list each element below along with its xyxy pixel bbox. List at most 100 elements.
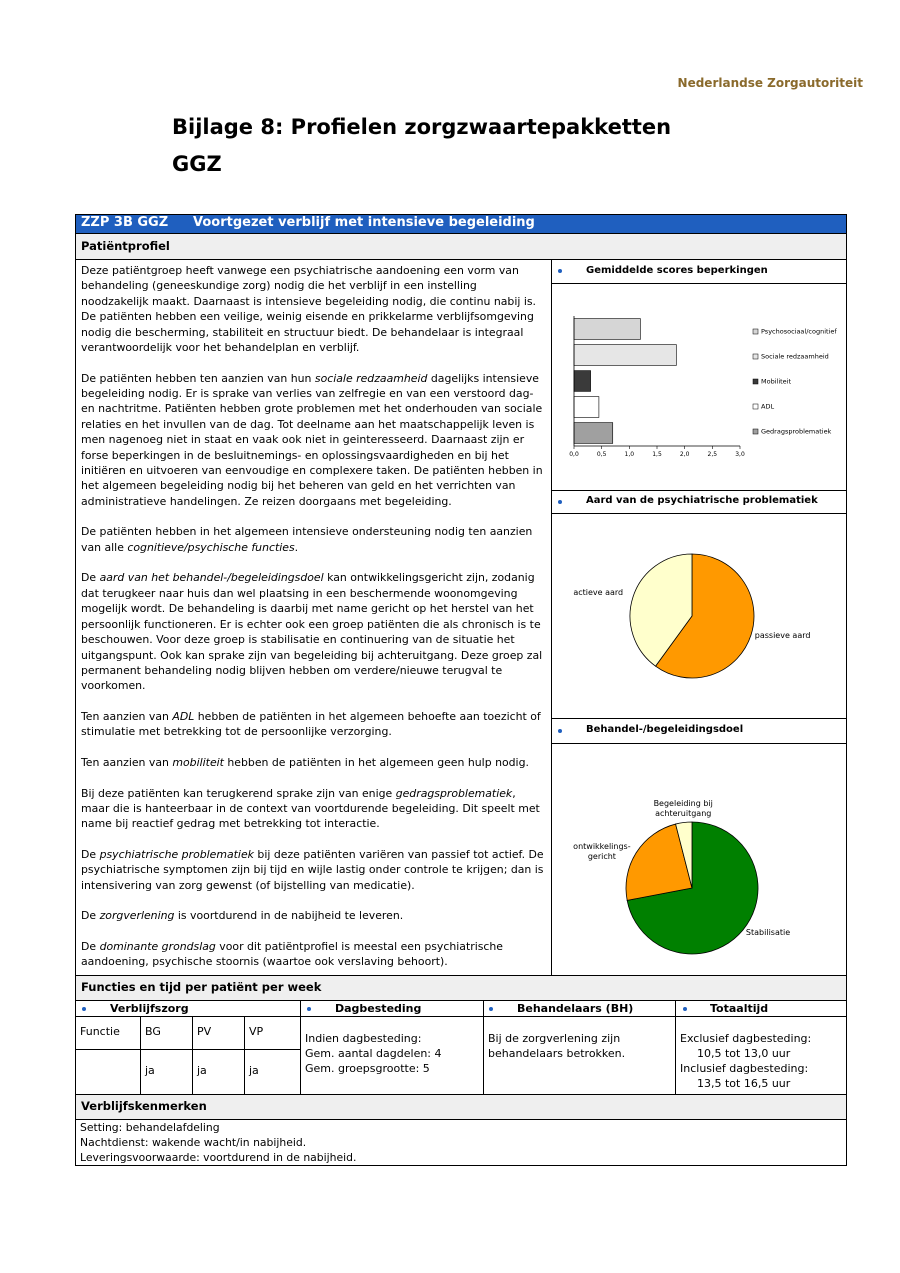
rule: [551, 743, 847, 744]
slice-label: ontwikkelings-gericht: [573, 842, 631, 862]
pie-slice: [654, 553, 755, 679]
rule: [75, 1094, 847, 1095]
pie-slice: [625, 823, 693, 901]
bar: [573, 318, 641, 340]
text-run: Deze patiëntgroep heeft vanwege een psyc…: [81, 264, 537, 355]
cell-line: Gem. aantal dagdelen: 4: [305, 1047, 442, 1060]
x-tick-label: 3,0: [735, 451, 745, 458]
text-run: Ten aanzien van: [81, 755, 173, 769]
bullet: [683, 1007, 687, 1011]
emphasis: mobiliteit: [172, 755, 224, 769]
paragraph: De psychiatrische problematiek bij deze …: [81, 847, 545, 893]
bullet: [558, 269, 562, 273]
x-tick-label: 0,0: [569, 451, 579, 458]
x-tick-label: 1,5: [652, 451, 662, 458]
rule: [75, 975, 847, 976]
legend-label: Sociale redzaamheid: [761, 353, 829, 361]
column-header: Totaaltijd: [710, 1002, 769, 1015]
text-run: voor dit patiëntprofiel is meestal een p…: [81, 939, 504, 969]
rule: [75, 1119, 847, 1120]
bar: [573, 344, 677, 366]
paragraph: Ten aanzien van ADL hebben de patiënten …: [81, 709, 545, 740]
rule: [551, 718, 847, 719]
pie-slice: [629, 553, 693, 667]
cell: BG: [145, 1025, 161, 1038]
org-name: Nederlandse Zorgautoriteit: [677, 76, 863, 90]
legend-label: Psychosociaal/cognitief: [761, 328, 837, 336]
bullet: [558, 500, 562, 504]
legend-label: Mobiliteit: [761, 378, 791, 386]
chart-title: Gemiddelde scores beperkingen: [586, 265, 768, 276]
legend-swatch: [752, 428, 759, 435]
text-run: kan ontwikkelingsgericht zijn, zodanig d…: [81, 571, 543, 693]
rule: [75, 1049, 300, 1050]
profile-text: Deze patiëntgroep heeft vanwege een psyc…: [81, 263, 545, 985]
rule: [300, 1000, 301, 1094]
emphasis: psychiatrische problematiek: [99, 847, 254, 861]
paragraph: De dominante grondslag voor dit patiëntp…: [81, 939, 545, 970]
pie-slice: [675, 821, 693, 889]
text-run: Ten aanzien van: [81, 709, 173, 723]
column-header: Verblijfszorg: [110, 1002, 189, 1015]
profile-header: [75, 214, 847, 233]
bar: [573, 370, 591, 392]
rule: [75, 1016, 847, 1017]
x-tick-label: 2,0: [680, 451, 690, 458]
x-tick-label: 2,5: [708, 451, 718, 458]
text-run: hebben de patiënten in het algemeen beho…: [81, 709, 541, 739]
text-run: dagelijks intensieve begeleiding nodig. …: [81, 371, 543, 508]
legend-swatch: [752, 353, 759, 360]
paragraph: De patiënten hebben in het algemeen inte…: [81, 524, 545, 555]
legend-swatch: [752, 378, 759, 385]
paragraph: Ten aanzien van mobiliteit hebben de pat…: [81, 755, 545, 770]
rule: [75, 1000, 847, 1001]
section-title: Patiëntprofiel: [81, 239, 170, 253]
legend-label: ADL: [761, 403, 774, 411]
chart-title: Aard van de psychiatrische problematiek: [586, 495, 818, 506]
residence-lines: Setting: behandelafdeling Nachtdienst: w…: [80, 1120, 356, 1165]
rule: [675, 1000, 676, 1094]
slice-label: actieve aard: [573, 587, 624, 597]
cell: PV: [197, 1025, 212, 1038]
table-frame: [75, 214, 847, 1166]
emphasis: zorgverlening: [99, 909, 175, 923]
text-run: .: [294, 540, 299, 554]
bullet: [558, 729, 562, 733]
section-title: Functies en tijd per patiënt per week: [81, 980, 322, 994]
rule: [551, 513, 847, 514]
bar: [573, 422, 614, 444]
slice-label: Begeleiding bij achteruitgang: [653, 798, 713, 818]
rule: [75, 233, 847, 234]
text-run: bij deze patiënten variëren van passief …: [81, 847, 544, 892]
rule: [483, 1000, 484, 1094]
column-header: Dagbesteding: [335, 1002, 422, 1015]
legend-swatch: [752, 328, 759, 335]
cell: ja: [145, 1064, 155, 1077]
text-run: De patiënten hebben ten aanzien van hun: [81, 371, 315, 385]
pie-slice: [626, 821, 759, 955]
chart-title: Behandel-/begeleidingsdoel: [586, 724, 744, 735]
emphasis: sociale redzaamheid: [314, 371, 428, 385]
cell-line: Inclusief dagbesteding:: [680, 1062, 809, 1075]
row-bg: [75, 975, 847, 1000]
slice-label: Stabilisatie: [745, 927, 791, 937]
row-bg: [75, 233, 847, 259]
text-run: De: [81, 571, 100, 585]
bullet: [82, 1007, 86, 1011]
text-run: De patiënten hebben in het algemeen inte…: [81, 525, 533, 554]
paragraph: De zorgverlening is voortdurend in de na…: [81, 908, 545, 923]
rule: [551, 490, 847, 491]
rule: [75, 259, 847, 260]
section-title: Verblijfskenmerken: [81, 1099, 207, 1113]
cell-line: 13,5 tot 16,5 uur: [697, 1077, 791, 1090]
line: Setting: behandelafdeling: [80, 1121, 220, 1134]
emphasis: gedragsproblematiek: [395, 786, 513, 800]
text-run: De: [81, 939, 100, 953]
bullet: [307, 1007, 311, 1011]
x-tick-label: 1,0: [625, 451, 635, 458]
cell: ja: [197, 1064, 207, 1077]
row-bg: [75, 1094, 847, 1119]
rule: [244, 1016, 245, 1094]
paragraph: De aard van het behandel-/begeleidingsdo…: [81, 570, 545, 693]
cell-line: Bij de zorgverlening zijn behandelaars b…: [488, 1032, 626, 1060]
